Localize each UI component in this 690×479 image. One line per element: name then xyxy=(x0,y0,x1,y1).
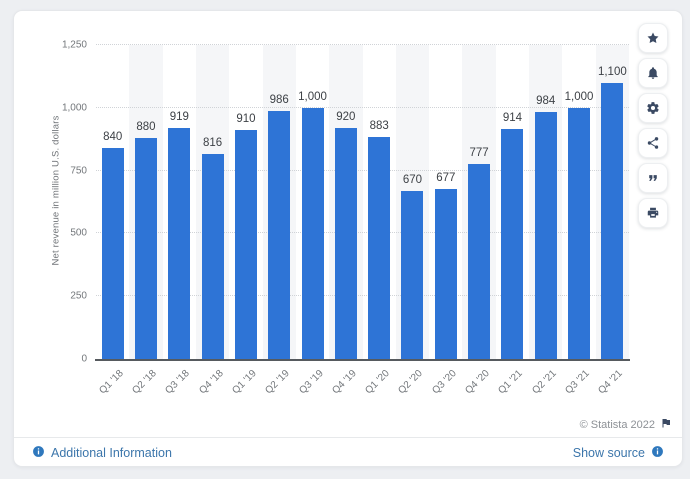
y-axis-tick-label: 0 xyxy=(81,353,87,365)
gridline xyxy=(96,169,629,171)
y-axis-tick-label: 1,250 xyxy=(61,39,87,51)
bar[interactable] xyxy=(334,127,357,359)
bar[interactable] xyxy=(201,154,224,359)
gridline xyxy=(96,44,629,45)
bar[interactable] xyxy=(234,130,257,359)
bar-value-label: 920 xyxy=(336,110,356,123)
bar-value-label: 1,100 xyxy=(597,65,627,78)
bar-value-label: 880 xyxy=(136,120,156,133)
gear-button[interactable] xyxy=(638,93,668,123)
y-axis-tick-label: 250 xyxy=(70,290,87,302)
additional-information-label: Additional Information xyxy=(51,445,172,460)
quote-icon xyxy=(649,175,657,181)
bell-icon xyxy=(648,67,658,79)
bar-value-label: 677 xyxy=(436,171,456,184)
print-button[interactable] xyxy=(638,198,668,228)
y-axis-title: Net revenue in million U.S. dollars xyxy=(50,115,62,266)
show-source-link[interactable]: Show source xyxy=(573,445,664,461)
bar[interactable] xyxy=(534,111,557,359)
bar-value-label: 1,000 xyxy=(564,90,594,103)
bar[interactable] xyxy=(401,190,424,359)
additional-information-link[interactable]: Additional Information xyxy=(32,445,172,461)
info-icon xyxy=(32,445,45,461)
quote-button[interactable] xyxy=(638,163,668,193)
y-axis-tick-label: 750 xyxy=(70,165,87,177)
bar-value-label: 919 xyxy=(169,111,189,124)
bar-value-label: 816 xyxy=(203,137,223,150)
bar[interactable] xyxy=(568,107,591,359)
bar-value-label: 986 xyxy=(269,94,289,107)
chart-card: Net revenue in million U.S. dollars 0 250… xyxy=(13,10,683,467)
bar-value-label: 883 xyxy=(369,120,389,133)
bar[interactable] xyxy=(501,129,524,359)
bar[interactable] xyxy=(301,107,324,359)
share-icon xyxy=(647,137,659,149)
star-icon xyxy=(647,32,659,44)
bar-value-label: 1,000 xyxy=(298,90,327,103)
show-source-label: Show source xyxy=(572,445,645,460)
footer-divider xyxy=(14,437,682,438)
bar-value-label: 910 xyxy=(236,113,256,126)
info-icon xyxy=(651,445,664,461)
gridline xyxy=(96,232,629,234)
bar[interactable] xyxy=(468,163,491,359)
bar[interactable] xyxy=(601,82,624,359)
bar-value-label: 670 xyxy=(402,173,423,186)
gridline xyxy=(96,295,629,297)
bar-value-label: 914 xyxy=(502,112,522,125)
bar-value-label: 840 xyxy=(103,131,123,143)
gear-icon xyxy=(647,102,659,114)
star-button[interactable] xyxy=(638,23,668,53)
bell-button[interactable] xyxy=(638,58,668,88)
bar[interactable] xyxy=(368,137,391,359)
bar[interactable] xyxy=(101,148,124,359)
card-footer: Additional Information Show source xyxy=(14,438,682,467)
plot-area: 0 250 500 750 1,000 1,250 840 880 919 816 910 986 1,… xyxy=(62,40,630,396)
action-rail xyxy=(638,23,668,228)
y-axis-tick-label: 1,000 xyxy=(61,102,87,114)
copyright-text: © Statista 2022 xyxy=(579,418,655,431)
print-icon xyxy=(647,207,659,218)
y-axis-tick-label: 500 xyxy=(70,227,87,239)
bar[interactable] xyxy=(268,111,291,359)
x-axis-line xyxy=(95,359,630,361)
bar[interactable] xyxy=(168,128,191,359)
bar[interactable] xyxy=(134,137,157,359)
bar[interactable] xyxy=(434,188,457,359)
flag-icon xyxy=(660,417,672,432)
share-button[interactable] xyxy=(638,128,668,158)
copyright: © Statista 2022 xyxy=(580,417,672,432)
bar-value-label: 984 xyxy=(536,94,556,107)
gridline xyxy=(96,106,629,108)
bar-value-label: 777 xyxy=(469,146,489,159)
